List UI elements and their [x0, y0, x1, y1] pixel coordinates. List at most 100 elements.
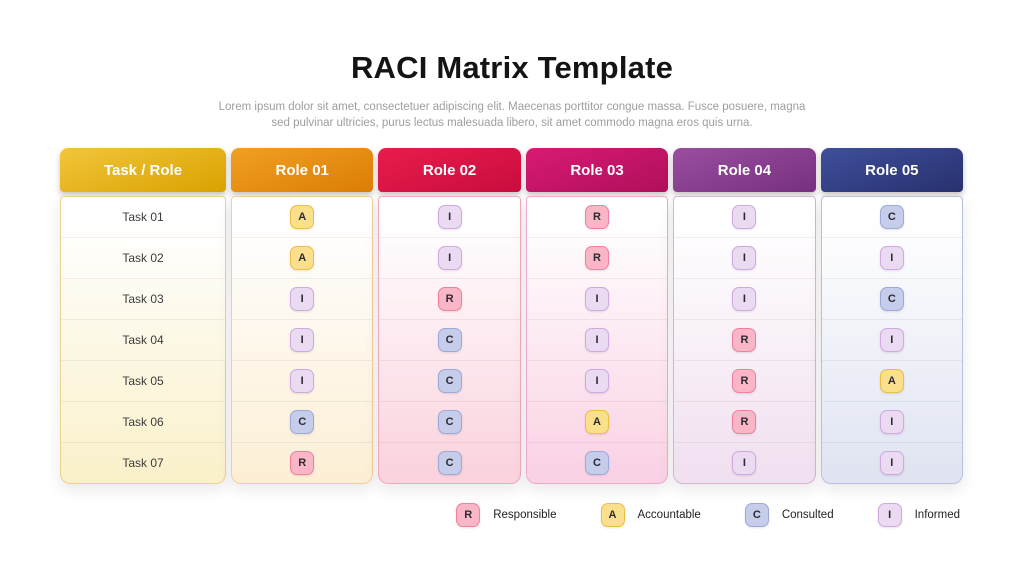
assignment-cell: I [674, 238, 815, 279]
role-column: Role 04 I I I R R R I [673, 148, 816, 484]
raci-badge: I [732, 205, 757, 229]
raci-badge: C [879, 287, 904, 311]
assignment-cell: R [232, 443, 372, 483]
assignment-cell: I [821, 320, 963, 361]
raci-badge: R [732, 369, 757, 393]
task-label: Task 01 [122, 210, 164, 224]
raci-badge: C [585, 451, 610, 475]
assignment-cell: R [526, 238, 668, 279]
task-cell: Task 04 [61, 320, 225, 361]
legend-label: Consulted [781, 509, 834, 521]
assignment-cell: C [527, 443, 667, 483]
assignment-cell: R [526, 197, 668, 238]
raci-matrix-table: Task / Role Task 01 Task 02 Task 03 Task 04 T… [60, 148, 964, 484]
corner-header: Task / Role [60, 148, 226, 192]
raci-badge: I [732, 287, 757, 311]
legend-label: Informed [914, 509, 960, 521]
raci-badge: C [879, 205, 904, 229]
task-cell: Task 03 [61, 279, 225, 320]
role-header: Role 03 [525, 148, 669, 192]
assignment-cell: R [674, 320, 815, 361]
raci-badge: C [437, 410, 462, 434]
raci-badge: A [290, 246, 315, 270]
task-label: Task 04 [122, 333, 164, 347]
raci-badge: I [879, 328, 904, 352]
subtitle-line-1: Lorem ipsum dolor sit amet, consectetuer… [218, 101, 806, 113]
raci-badge: I [732, 451, 757, 475]
raci-badge: I [437, 205, 462, 229]
assignment-cell: I [526, 279, 668, 320]
raci-badge: I [879, 451, 904, 475]
assignment-cell: I [232, 361, 373, 402]
raci-badge: C [290, 410, 315, 434]
role-header: Role 01 [231, 148, 374, 192]
legend-label: Responsible [493, 509, 557, 521]
legend-badge: C [744, 503, 769, 527]
raci-badge: I [290, 328, 315, 352]
raci-badge: A [879, 369, 904, 393]
role-header: Role 04 [673, 148, 816, 192]
subtitle-line-2: sed pulvinar ultricies, purus lectus mal… [271, 117, 753, 129]
role-column: Role 01 A A I I I C R [231, 148, 374, 484]
assignment-cell: C [232, 402, 373, 443]
raci-badge: R [290, 451, 315, 475]
assignment-cell: R [674, 361, 815, 402]
raci-badge: I [879, 410, 904, 434]
task-cell: Task 07 [61, 443, 225, 483]
legend-badge: A [600, 503, 625, 527]
legend-item: A Accountable [600, 503, 701, 527]
raci-badge: I [879, 246, 904, 270]
assignment-cell: C [821, 279, 963, 320]
raci-badge: R [732, 410, 757, 434]
raci-badge: C [437, 369, 462, 393]
task-cell: Task 05 [61, 361, 225, 402]
legend-label: Accountable [637, 509, 701, 521]
task-cell: Task 02 [61, 238, 225, 279]
legend-badge: R [456, 503, 481, 527]
column-body: Task 01 Task 02 Task 03 Task 04 Task 05 Task … [60, 196, 226, 484]
raci-badge: C [437, 451, 462, 475]
assignment-cell: I [822, 443, 962, 483]
raci-badge: C [437, 328, 462, 352]
assignment-cell: C [379, 402, 520, 443]
assignment-cell: I [674, 197, 815, 238]
assignment-cell: R [674, 402, 815, 443]
task-label: Task 06 [122, 415, 164, 429]
assignment-cell: A [526, 402, 668, 443]
raci-badge: I [290, 287, 315, 311]
assignment-cell: C [379, 443, 519, 483]
assignment-cell: I [674, 279, 815, 320]
assignment-cell: I [232, 320, 373, 361]
legend-badge: I [877, 503, 902, 527]
assignment-cell: C [379, 361, 520, 402]
raci-badge: A [290, 205, 315, 229]
assignment-cell: I [674, 443, 814, 483]
assignment-cell: I [821, 238, 963, 279]
legend: R Responsible A Accountable C Consulted I Infor… [456, 503, 960, 527]
assignment-cell: I [232, 279, 373, 320]
task-column: Task / Role Task 01 Task 02 Task 03 Task 04 T… [60, 148, 226, 484]
assignment-cell: I [526, 320, 668, 361]
raci-badge: R [585, 205, 610, 229]
role-column: Role 02 I I R C C C C [378, 148, 521, 484]
raci-badge: R [585, 246, 610, 270]
assignment-cell: I [821, 402, 963, 443]
legend-item: R Responsible [456, 503, 557, 527]
raci-badge: I [437, 246, 462, 270]
raci-badge: I [585, 287, 610, 311]
raci-badge: I [585, 328, 610, 352]
raci-badge: R [732, 328, 757, 352]
assignment-cell: A [232, 238, 373, 279]
assignment-cell: I [379, 197, 520, 238]
assignment-cell: C [379, 320, 520, 361]
task-cell: Task 06 [61, 402, 225, 443]
task-cell: Task 01 [61, 197, 225, 238]
role-header: Role 02 [378, 148, 521, 192]
task-label: Task 05 [122, 374, 164, 388]
page-title: RACI Matrix Template [350, 50, 674, 85]
role-column: Role 03 R R I I I A C [525, 148, 669, 484]
